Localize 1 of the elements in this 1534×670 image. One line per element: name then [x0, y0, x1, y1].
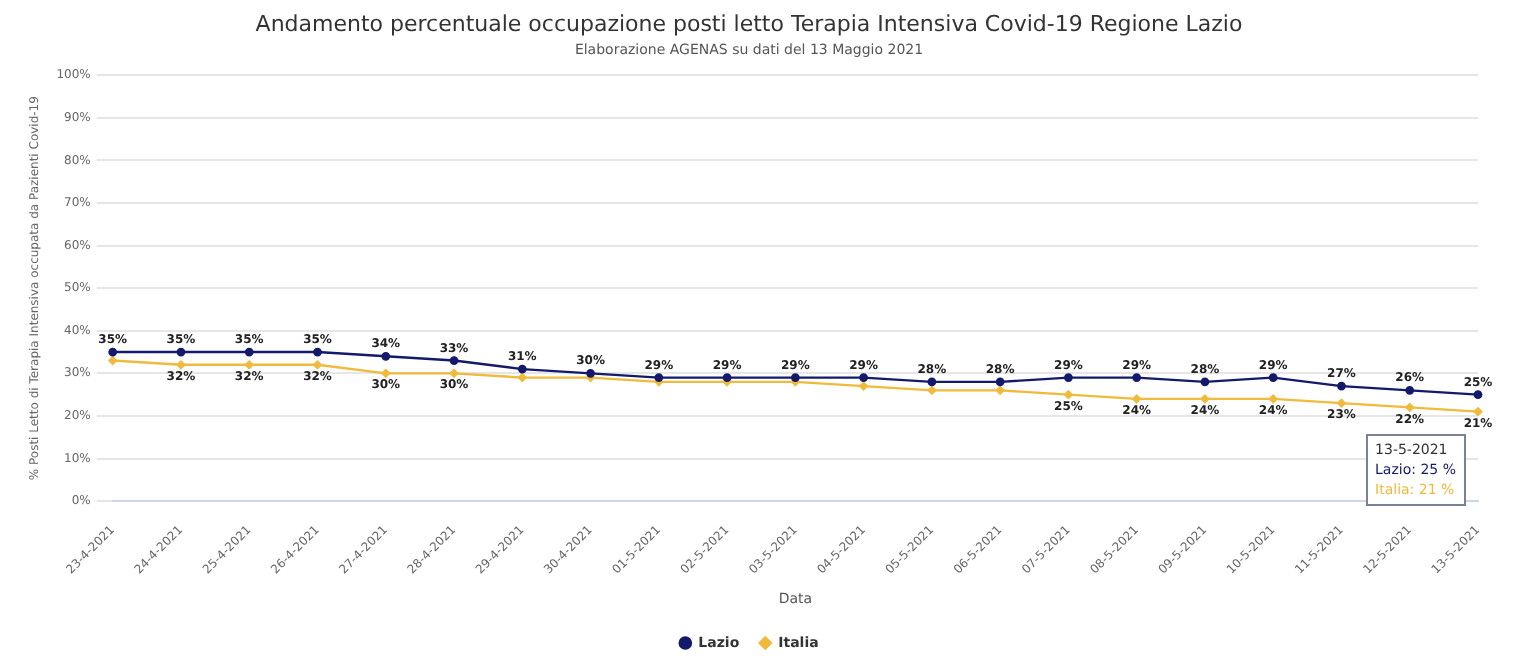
chart-title: Andamento percentuale occupazione posti letto Terapia Intensiva Covid-19 Regione Lazio [255, 10, 1243, 37]
